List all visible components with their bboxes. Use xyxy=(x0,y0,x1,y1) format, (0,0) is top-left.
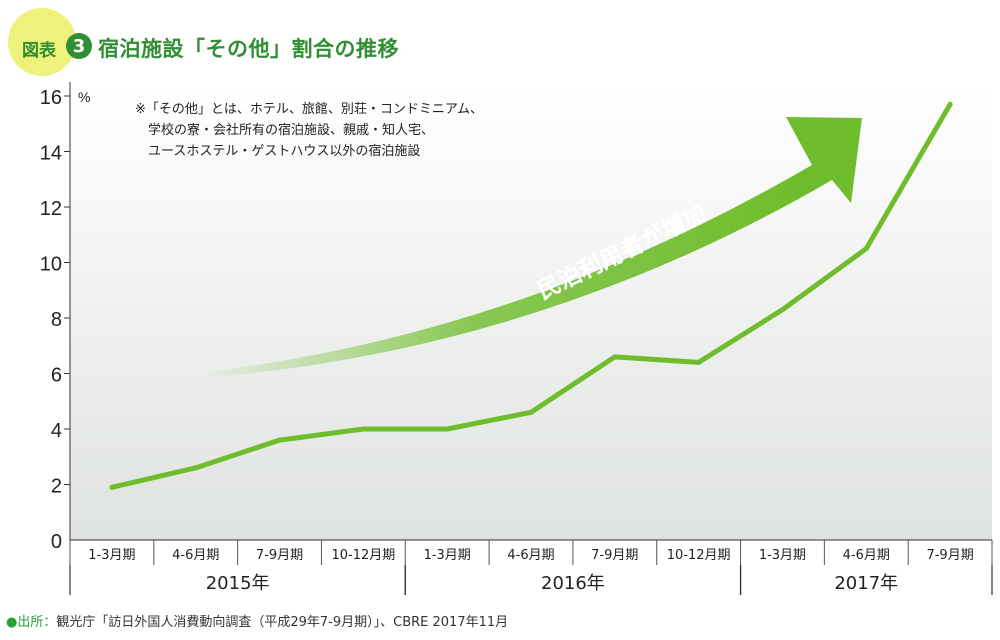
y-tick-label: 16 xyxy=(40,87,62,109)
data-point xyxy=(109,484,115,490)
x-tick-label: 4-6月期 xyxy=(507,548,554,563)
data-point xyxy=(779,307,785,313)
y-tick-label: 0 xyxy=(51,531,62,553)
footnote-line: ユースホステル・ゲストハウス以外の宿泊施設 xyxy=(148,143,420,159)
data-point xyxy=(696,359,702,365)
x-tick-label: 1-3月期 xyxy=(88,548,135,563)
line-chart: 0 2 4 6 8 10 12 14 16 % 1-3月期 4-6月期 7-9月期 10-12月期 1-3月… xyxy=(40,82,993,595)
y-tick-label: 14 xyxy=(40,143,62,165)
x-tick-label: 1-3月期 xyxy=(759,548,806,563)
x-tick-label: 10-12月期 xyxy=(667,548,731,563)
y-tick-label: 6 xyxy=(51,365,62,387)
figure-badge xyxy=(8,8,76,76)
year-label: 2016年 xyxy=(541,573,605,594)
header: 図表 3 宿泊施設「その他」割合の推移 xyxy=(0,0,1000,80)
x-tick-label: 10-12月期 xyxy=(331,548,395,563)
source-label: 出所： xyxy=(17,615,57,630)
data-point xyxy=(444,426,450,432)
source-bullet-icon: ● xyxy=(6,615,18,630)
y-tick-label: 10 xyxy=(40,254,62,276)
data-point xyxy=(528,409,534,415)
data-point xyxy=(193,465,199,471)
y-unit-label: % xyxy=(78,89,90,105)
y-tick-label: 4 xyxy=(51,420,62,442)
chart-title: 宿泊施設「その他」割合の推移 xyxy=(98,37,399,61)
data-point xyxy=(277,437,283,443)
x-tick-label: 7-9月期 xyxy=(256,548,303,563)
figure-label: 図表 xyxy=(22,41,56,61)
x-tick-label: 4-6月期 xyxy=(843,548,890,563)
year-label: 2015年 xyxy=(206,573,270,594)
x-tick-label: 7-9月期 xyxy=(591,548,638,563)
year-label: 2017年 xyxy=(834,573,898,594)
footnote-line: 学校の寮・会社所有の宿泊施設、親戚・知人宅、 xyxy=(148,122,434,138)
x-tick-label: 7-9月期 xyxy=(926,548,973,563)
figure-number: 3 xyxy=(66,33,92,59)
source-note: ●出所：観光庁「訪日外国人消費動向調査（平成29年7-9月期）」、CBRE 20… xyxy=(6,611,508,630)
y-tick-label: 8 xyxy=(51,309,62,331)
data-point xyxy=(863,246,869,252)
data-point xyxy=(947,101,953,107)
data-point xyxy=(360,426,366,432)
source-text: 観光庁「訪日外国人消費動向調査（平成29年7-9月期）」、CBRE 2017年1… xyxy=(56,615,509,630)
data-point xyxy=(612,354,618,360)
y-tick-label: 2 xyxy=(51,476,62,498)
x-tick-label: 4-6月期 xyxy=(172,548,219,563)
y-tick-label: 12 xyxy=(40,198,62,220)
x-tick-label: 1-3月期 xyxy=(424,548,471,563)
footnote-line: ※「その他」とは、ホテル、旅館、別荘・コンドミニアム、 xyxy=(135,102,483,117)
